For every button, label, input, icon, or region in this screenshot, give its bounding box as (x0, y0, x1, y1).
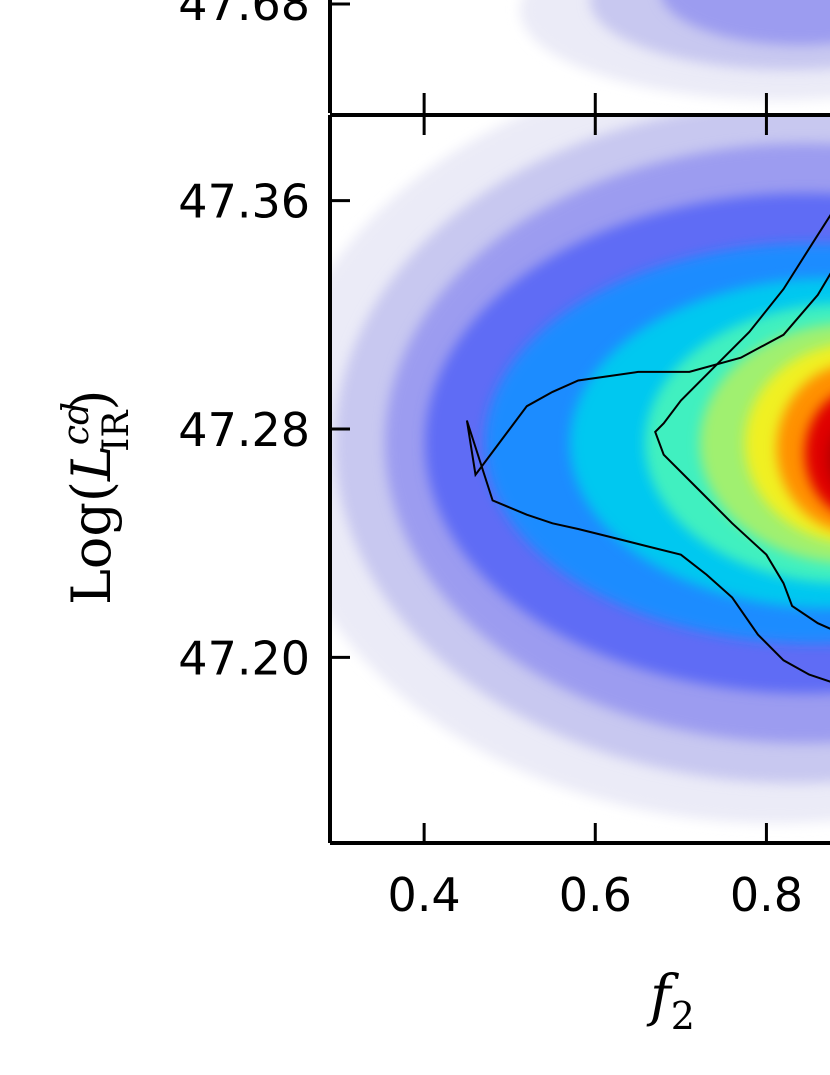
x-tick-label: 0.6 (559, 868, 632, 922)
y-axis-label-log: Log( (60, 481, 123, 605)
upper-panel: 47.68 (178, 0, 830, 113)
y-axis-label-sup: cd (56, 402, 97, 445)
y-tick-label: 47.36 (178, 175, 310, 229)
contour-inner (654, 213, 830, 630)
upper-y-tick-label: 47.68 (178, 0, 310, 31)
x-tick-label: 0.4 (388, 868, 461, 922)
contour-outer (465, 272, 830, 683)
y-tick-label: 47.28 (178, 403, 310, 457)
y-axis-label-sub: IR (96, 410, 137, 452)
x-axis-label-subscript: 2 (671, 994, 695, 1038)
upper-density-field (520, 0, 830, 100)
lower-panel: 0.4 0.6 0.8 47.20 47.28 47.36 (178, 113, 830, 922)
upper-ticks: 47.68 (178, 0, 768, 113)
upper-density-level (662, 0, 830, 45)
axis-labels: f2 Log(LcdIR) (56, 390, 695, 1039)
density-level (804, 398, 830, 508)
x-tick-label: 0.8 (730, 868, 803, 922)
x-axis-label: f2 (646, 964, 695, 1038)
lower-contours (465, 213, 830, 683)
y-axis-label-close: ) (60, 390, 123, 411)
y-axis-label: Log(LcdIR) (56, 390, 137, 606)
y-tick-label: 47.20 (178, 631, 310, 685)
lower-density-field (330, 115, 830, 824)
y-axis-label-var: L (60, 445, 123, 482)
lower-axes: 0.4 0.6 0.8 47.20 47.28 47.36 (178, 113, 830, 922)
density-level (827, 442, 830, 474)
